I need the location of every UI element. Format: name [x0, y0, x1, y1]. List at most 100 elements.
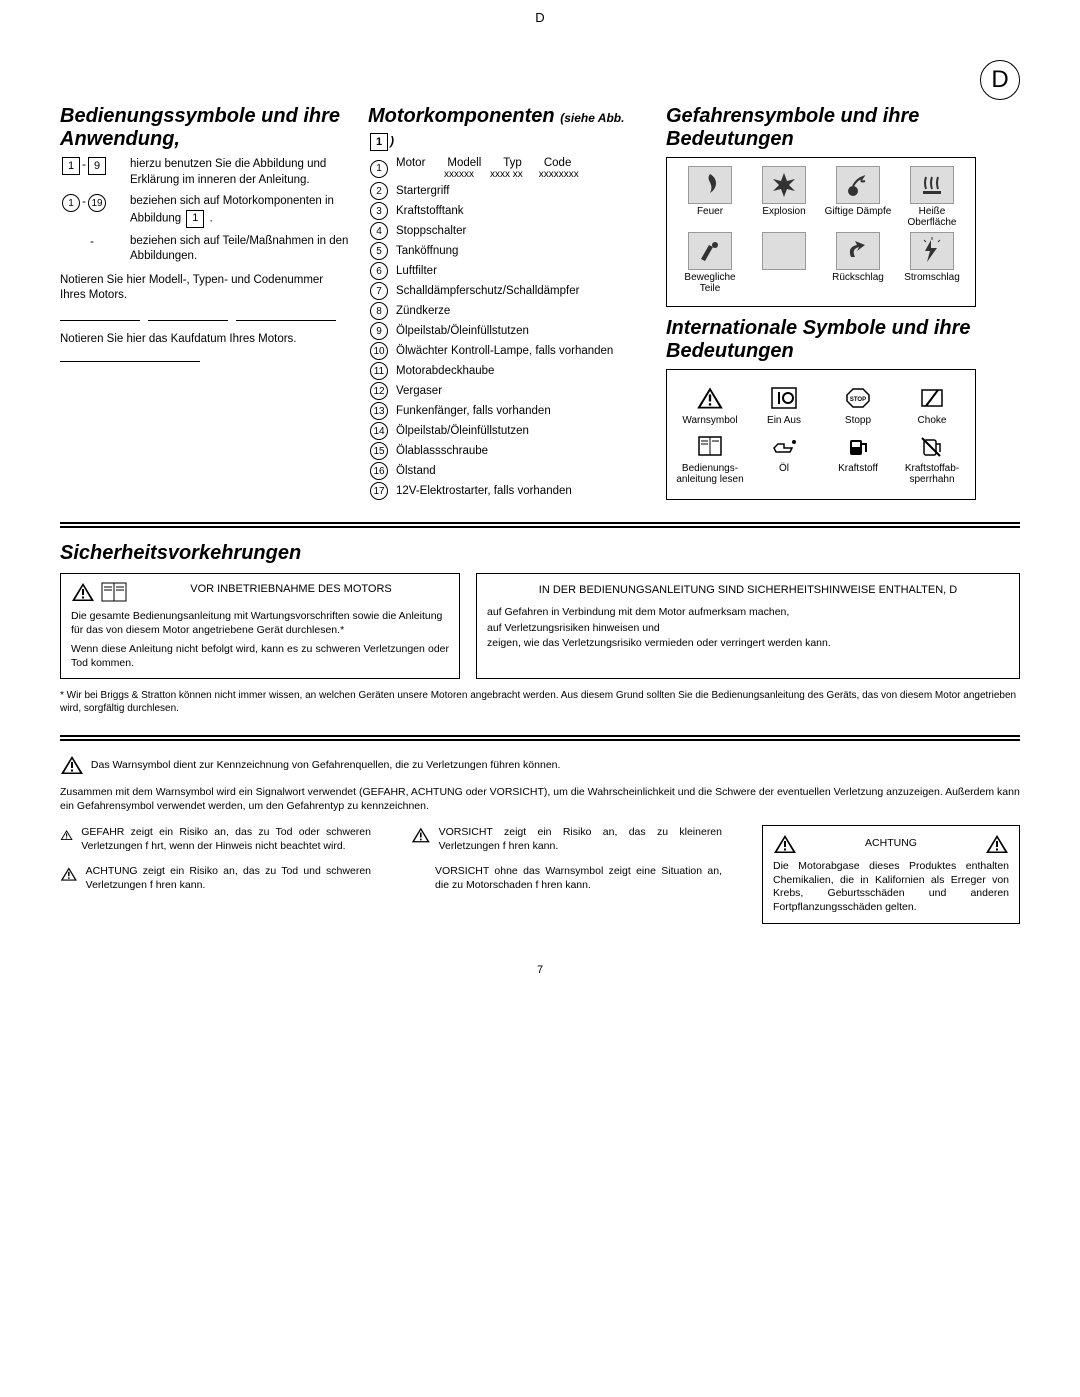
component-label: Ölpeilstab/Öleinfüllstutzen [396, 325, 529, 337]
symbol-desc: beziehen sich auf Teile/Maßnahmen in den… [130, 234, 350, 265]
intl-symbol-cell: Ein Aus [748, 384, 820, 426]
hazard-icon [910, 166, 954, 204]
hazard-cell: Rückschlag [823, 232, 893, 294]
signal-words-left: GEFAHR zeigt ein Risiko an, das zu Tod o… [60, 825, 371, 924]
component-row: 10 Ölwächter Kontroll-Lampe, falls vorhan… [368, 342, 648, 360]
component-row: 9 Ölpeilstab/Öleinfüllstutzen [368, 322, 648, 340]
intl-symbol-icon [843, 432, 873, 460]
hazard-cell: Heiße Oberfläche [897, 166, 967, 228]
warn-para-2: Zusammen mit dem Warnsymbol wird ein Sig… [60, 785, 1020, 813]
hazard-icon [688, 166, 732, 204]
component-row: 13Funkenfänger, falls vorhanden [368, 402, 648, 420]
square-ref: 9 [88, 157, 106, 175]
intl-symbol-cell: Kraftstoffab-sperrhahn [896, 432, 968, 485]
component-label: Vergaser [396, 385, 442, 397]
component-number: 15 [370, 442, 388, 460]
page-number: 7 [60, 964, 1020, 976]
symbols-title: Bedienungssymbole und ihre Anwendung, [60, 105, 350, 151]
square-ref: 1 [62, 157, 80, 175]
before-p2: Wenn diese Anleitung nicht befolgt wird,… [71, 642, 449, 670]
components-section: Motorkomponenten (siehe Abb. 1) 1MotorMo… [368, 105, 648, 502]
intl-symbol-cell: Warnsymbol [674, 384, 746, 426]
component-label: 12V-Elektrostarter, falls vorhanden [396, 485, 572, 497]
component-row: 11 Motorabdeckhaube [368, 362, 648, 380]
hazard-cell: Feuer [675, 166, 745, 228]
component-number: 6 [370, 262, 388, 280]
component-number: 12 [370, 382, 388, 400]
before-heading: VOR INBETRIEBNAHME DES MOTORS [133, 582, 449, 597]
component-number: 17 [370, 482, 388, 500]
warning-icon [985, 834, 1009, 854]
safety-box-contains: IN DER BEDIENUNGSANLEITUNG SIND SICHERHE… [476, 573, 1020, 679]
intl-symbol-icon [769, 432, 799, 460]
component-row: 3 Kraftstofftank [368, 202, 648, 220]
component-label: Kraftstofftank [396, 205, 464, 217]
warning-icon [71, 582, 95, 602]
contains-l1: auf Gefahren in Verbindung mit dem Motor… [487, 605, 1009, 621]
hazard-cell: Explosion [749, 166, 819, 228]
circle-ref: 19 [88, 194, 106, 212]
component-label: Schalldämpferschutz/Schalldämpfer [396, 285, 579, 297]
hazard-icon [688, 232, 732, 270]
intl-symbol-cell: Kraftstoff [822, 432, 894, 485]
hazard-icon [910, 232, 954, 270]
intl-title: Internationale Symbole und ihre Bedeutun… [666, 317, 976, 363]
hazard-icon [836, 232, 880, 270]
divider [60, 739, 1020, 741]
contains-heading: IN DER BEDIENUNGSANLEITUNG SIND SICHERHE… [487, 582, 1009, 599]
intl-symbol-icon [695, 432, 725, 460]
component-row: 17 12V-Elektrostarter, falls vorhanden [368, 482, 648, 500]
component-row: 2Startergriff [368, 182, 648, 200]
hazard-cell: Stromschlag [897, 232, 967, 294]
component-label: Startergriff [396, 185, 449, 197]
component-label: Funkenfänger, falls vorhanden [396, 405, 551, 417]
component-number: 9 [370, 322, 388, 340]
component-label: Ölwächter Kontroll-Lampe, falls vorhande… [396, 345, 613, 357]
language-badge: D [980, 60, 1020, 100]
component-row: 6 Luftfilter [368, 262, 648, 280]
component-number: 10 [370, 342, 388, 360]
symbols-section: Bedienungssymbole und ihre Anwendung, 1 … [60, 105, 350, 502]
intl-symbol-cell: Choke [896, 384, 968, 426]
page-header-letter: D [60, 10, 1020, 25]
intl-symbol-icon: STOP [843, 384, 873, 412]
warning-icon [60, 825, 73, 845]
component-label: Motorabdeckhaube [396, 365, 494, 377]
before-p1: Die gesamte Bedienungsanleitung mit Wart… [71, 609, 449, 637]
intl-symbol-cell: STOPStopp [822, 384, 894, 426]
component-label: Luftfilter [396, 265, 437, 277]
warning-icon [60, 864, 78, 884]
component-label: Ölpeilstab/Öleinfüllstutzen [396, 425, 529, 437]
achtung-california: ACHTUNG Die Motorabgase dieses Produktes… [762, 825, 1020, 924]
intl-symbol-icon [917, 432, 947, 460]
hazard-cell: Giftige Dämpfe [823, 166, 893, 228]
components-title: Motorkomponenten (siehe Abb. 1) [368, 105, 648, 151]
intl-symbol-cell: Bedienungs-anleitung lesen [674, 432, 746, 485]
hazard-grid: FeuerExplosionGiftige DämpfeHeiße Oberfl… [666, 157, 976, 307]
component-row: 1MotorModellTypCodexxxxxxxxxx xxxxxxxxxx [368, 157, 648, 180]
hazard-icon [762, 166, 806, 204]
footnote: * Wir bei Briggs & Stratton können nicht… [60, 689, 1020, 715]
component-number: 3 [370, 202, 388, 220]
component-label: Tanköffnung [396, 245, 458, 257]
intl-symbol-icon [917, 384, 947, 412]
note-model: Notieren Sie hier Modell-, Typen- und Co… [60, 273, 350, 303]
manual-icon [101, 582, 127, 602]
component-number: 11 [370, 362, 388, 380]
component-number: 7 [370, 282, 388, 300]
intl-symbol-icon [695, 384, 725, 412]
note-date: Notieren Sie hier das Kaufdatum Ihres Mo… [60, 332, 350, 347]
component-number: 1 [370, 160, 388, 178]
hazard-title: Gefahrensymbole und ihre Bedeutungen [666, 105, 976, 151]
warning-icon [773, 834, 797, 854]
symbol-desc: hierzu benutzen Sie die Abbildung und Er… [130, 157, 350, 188]
hazard-icon [762, 232, 806, 270]
warning-icon [60, 755, 84, 775]
component-label: Ölstand [396, 465, 436, 477]
svg-text:STOP: STOP [850, 397, 866, 403]
component-row: 4Stoppschalter [368, 222, 648, 240]
circle-ref: 1 [62, 194, 80, 212]
intl-symbol-cell: Öl [748, 432, 820, 485]
intl-grid: WarnsymbolEin AusSTOPStoppChoke Bedienun… [666, 369, 976, 500]
component-row: 16Ölstand [368, 462, 648, 480]
